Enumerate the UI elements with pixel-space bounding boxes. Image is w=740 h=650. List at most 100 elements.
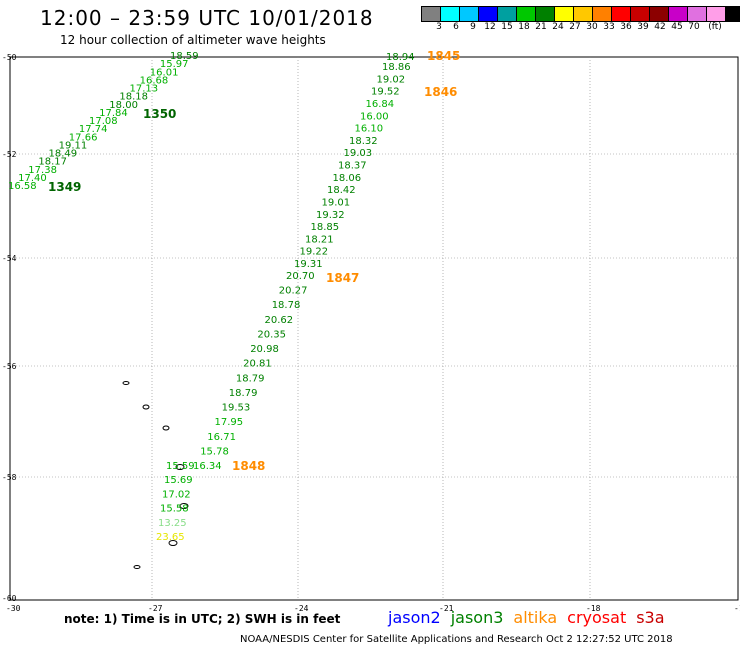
wave-height-value: 23.65: [156, 532, 185, 543]
color-scale-label: 30: [586, 22, 598, 32]
color-scale-label: 27: [569, 22, 581, 32]
wave-height-value: 17.08: [89, 116, 118, 127]
wave-height-value: 17.38: [28, 165, 57, 176]
wave-height-value: 17.02: [162, 489, 191, 500]
lat-tick-label: -60: [2, 594, 17, 603]
color-scale-label: 39: [637, 22, 649, 32]
wave-height-value: 17.95: [215, 417, 244, 428]
map-frame: [9, 56, 739, 601]
color-scale-label: 6: [453, 22, 459, 32]
wave-height-value: 19.22: [300, 247, 329, 258]
wave-height-value: 18.06: [333, 173, 362, 184]
wave-height-value: 17.66: [69, 132, 98, 143]
lon-tick-label: -21: [439, 604, 454, 613]
color-scale-label: 21: [535, 22, 547, 32]
wave-height-value: 15.78: [200, 446, 229, 457]
wave-height-value: 19.11: [59, 140, 88, 151]
lat-tick-label: -56: [2, 362, 17, 371]
wave-height-value: 19.53: [222, 403, 251, 414]
wave-height-value: 18.78: [272, 300, 301, 311]
wave-height-value: 13.25: [158, 518, 187, 529]
wave-height-value: 17.84: [99, 108, 128, 119]
color-scale-label: 15: [501, 22, 513, 32]
wave-height-value: 18.00: [109, 100, 138, 111]
wave-height-value: 18.21: [305, 234, 334, 245]
lon-tick-label: -15: [734, 604, 740, 613]
lon-tick-label: -30: [6, 604, 21, 613]
wave-height-value: 15.97: [160, 59, 189, 70]
island-outline: [162, 425, 170, 431]
wave-height-value: 19.03: [344, 148, 373, 159]
wave-height-value: 16.34: [193, 461, 222, 472]
island-outline: [168, 540, 178, 546]
wave-height-value: 18.94: [386, 52, 415, 63]
wave-height-value: 16.68: [140, 75, 169, 86]
pass-time-label: 1350: [143, 107, 176, 121]
wave-height-value: 18.32: [349, 136, 378, 147]
lat-tick-label: -54: [2, 254, 17, 263]
wave-height-value: 16.01: [150, 67, 179, 78]
wave-height-value: 20.98: [250, 344, 279, 355]
color-scale-label: 9: [470, 22, 476, 32]
wave-height-value: 18.18: [119, 92, 148, 103]
color-scale-label: 12: [484, 22, 496, 32]
wave-height-value: 19.02: [377, 74, 406, 85]
lat-tick-label: -50: [2, 53, 17, 62]
wave-height-value: 20.62: [265, 315, 294, 326]
color-scale-label: 24: [552, 22, 564, 32]
wave-height-value: 15.59: [166, 461, 195, 472]
wave-height-value: 20.81: [243, 359, 272, 370]
island-outline: [179, 503, 189, 509]
wave-height-value: 18.86: [382, 62, 411, 73]
lat-tick-label: -58: [2, 473, 17, 482]
wave-height-value: 20.35: [257, 330, 286, 341]
lat-tick-label: -52: [2, 150, 17, 159]
island-outline: [122, 381, 130, 385]
wave-height-value: 18.85: [311, 222, 340, 233]
lon-tick-label: -24: [294, 604, 309, 613]
wave-height-value: 16.84: [366, 99, 395, 110]
color-scale-label: 70: [688, 22, 700, 32]
wave-height-value: 19.31: [294, 259, 323, 270]
wave-height-value: 20.27: [279, 286, 308, 297]
color-scale-label: 42: [654, 22, 666, 32]
satellite-legend-item: altika: [513, 608, 558, 627]
color-scale-label: 18: [518, 22, 530, 32]
satellite-legend-item: s3a: [636, 608, 665, 627]
wave-height-value: 19.32: [316, 210, 345, 221]
color-scale-label: 45: [671, 22, 683, 32]
wave-height-value: 16.10: [355, 124, 384, 135]
wave-height-value: 20.70: [286, 271, 315, 282]
wave-height-value: 19.01: [322, 197, 351, 208]
wave-height-value: 19.52: [371, 87, 400, 98]
pass-time-label: 1847: [326, 271, 359, 285]
credit-line: NOAA/NESDIS Center for Satellite Applica…: [240, 634, 673, 645]
wave-height-value: 17.40: [18, 173, 47, 184]
satellite-legend: jason2 jason3 altika cryosat s3a: [388, 608, 675, 627]
pass-time-label: 1349: [48, 180, 81, 194]
footnote: note: 1) Time is in UTC; 2) SWH is in fe…: [64, 612, 341, 626]
lon-tick-label: -18: [586, 604, 601, 613]
color-scale: [421, 6, 740, 22]
wave-height-value: 17.74: [79, 124, 108, 135]
pass-time-label: 1845: [427, 49, 460, 63]
wave-height-value: 16.58: [8, 181, 37, 192]
wave-height-value: 16.71: [207, 432, 236, 443]
color-scale-swatch: [725, 6, 740, 22]
wave-height-value: 18.42: [327, 185, 356, 196]
color-scale-unit: (ft): [708, 22, 722, 32]
lon-tick-label: -27: [148, 604, 163, 613]
satellite-legend-item: jason3: [450, 608, 504, 627]
wave-height-value: 16.00: [360, 111, 389, 122]
wave-height-value: 18.49: [49, 149, 78, 160]
wave-height-value: 18.17: [38, 157, 67, 168]
map-subtitle: 12 hour collection of altimeter wave hei…: [60, 33, 326, 47]
island-outline: [142, 404, 150, 410]
wave-height-value: 15.69: [164, 475, 193, 486]
wave-height-value: 18.79: [229, 388, 258, 399]
pass-time-label: 1848: [232, 459, 265, 473]
color-scale-label: 3: [436, 22, 442, 32]
wave-height-value: 17.13: [130, 84, 159, 95]
